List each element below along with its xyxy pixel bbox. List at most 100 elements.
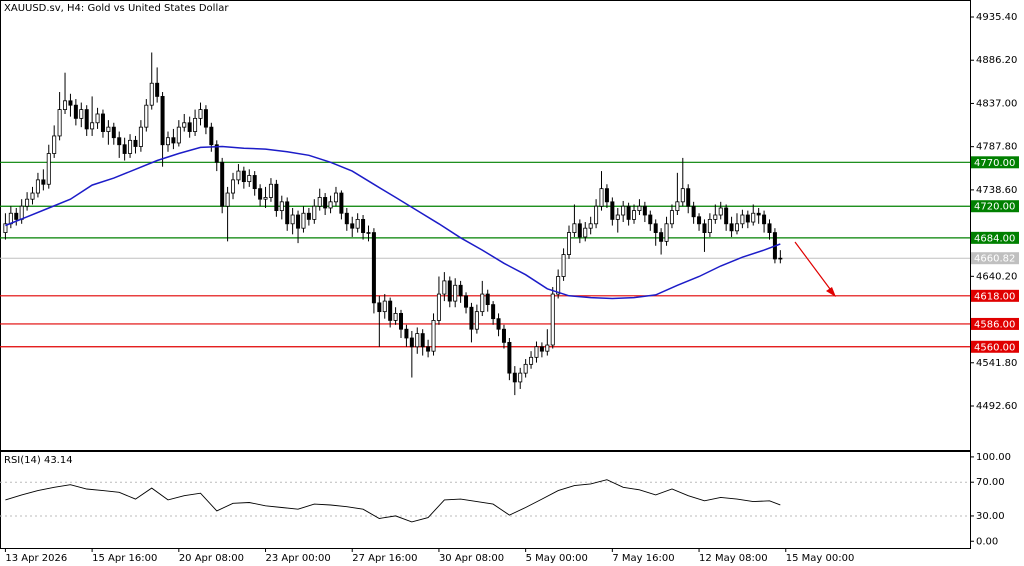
candle-body bbox=[122, 144, 127, 154]
candle-body bbox=[561, 254, 566, 277]
candle-body bbox=[523, 363, 528, 374]
candle-body bbox=[165, 137, 170, 146]
x-tick-label: 13 Apr 2026 bbox=[5, 553, 67, 564]
candle-body bbox=[290, 214, 295, 225]
candle-body bbox=[447, 280, 452, 302]
rsi-title: RSI(14) 43.14 bbox=[4, 455, 73, 466]
candle-body bbox=[133, 139, 138, 147]
candle-body bbox=[95, 113, 100, 124]
candle-body bbox=[583, 227, 588, 238]
candle-body bbox=[550, 293, 555, 346]
candle-body bbox=[680, 188, 685, 203]
candle-body bbox=[442, 280, 447, 295]
candle-body bbox=[512, 372, 517, 383]
candle-body bbox=[431, 320, 436, 352]
level-label: 4560.00 bbox=[974, 342, 1015, 353]
level-label-box bbox=[971, 200, 1019, 213]
y-tick-label: 4492.60 bbox=[976, 401, 1017, 412]
candle-body bbox=[52, 135, 57, 154]
candle-body bbox=[236, 170, 241, 181]
candle-body bbox=[144, 104, 149, 128]
candle-body bbox=[745, 214, 750, 223]
candle-body bbox=[588, 223, 593, 229]
candle-body bbox=[106, 126, 111, 132]
rsi-tick-label: 70.00 bbox=[976, 477, 1005, 488]
candle-body bbox=[73, 104, 78, 119]
candle-body bbox=[100, 113, 105, 132]
candle-body bbox=[491, 304, 496, 320]
candle-body bbox=[669, 210, 674, 225]
level-label: 4586.00 bbox=[974, 319, 1015, 330]
candle-body bbox=[220, 161, 225, 207]
candle-body bbox=[458, 284, 463, 297]
candle-body bbox=[371, 232, 376, 304]
candle-body bbox=[507, 341, 512, 374]
candle-body bbox=[632, 210, 637, 220]
candle-body bbox=[209, 126, 214, 146]
candle-body bbox=[377, 302, 382, 313]
candle-body bbox=[84, 109, 89, 130]
candle-body bbox=[41, 179, 46, 185]
x-tick-label: 27 Apr 16:00 bbox=[352, 553, 417, 564]
last-price-label: 4660.82 bbox=[974, 254, 1015, 265]
candle-body bbox=[496, 318, 501, 330]
candle-body bbox=[317, 197, 322, 207]
candle-body bbox=[344, 212, 349, 225]
candle-body bbox=[686, 188, 691, 207]
candle-body bbox=[252, 175, 257, 190]
level-label: 4618.00 bbox=[974, 291, 1015, 302]
x-tick-label: 23 Apr 00:00 bbox=[266, 553, 331, 564]
x-tick-label: 30 Apr 08:00 bbox=[439, 553, 504, 564]
candle-body bbox=[328, 201, 333, 209]
candle-body bbox=[274, 183, 279, 212]
rsi-tick-label: 0.00 bbox=[976, 536, 998, 547]
chart-title: XAUUSD.sv, H4: Gold vs United States Dol… bbox=[4, 3, 229, 14]
candle-body bbox=[355, 218, 360, 229]
candle-body bbox=[231, 179, 236, 194]
candle-body bbox=[361, 218, 366, 233]
candle-body bbox=[485, 293, 490, 306]
candle-body bbox=[19, 205, 24, 220]
rsi-pane: 100.00 70.00 30.00 0.00 bbox=[0, 452, 1011, 547]
candle-body bbox=[30, 192, 35, 200]
candle-body bbox=[285, 201, 290, 225]
candle-body bbox=[63, 100, 68, 110]
candle-body bbox=[25, 198, 30, 207]
candle-body bbox=[214, 144, 219, 163]
level-label-box bbox=[971, 289, 1019, 302]
candle-body bbox=[556, 276, 561, 295]
candle-body bbox=[182, 122, 187, 128]
candle-body bbox=[648, 214, 653, 225]
candle-body bbox=[138, 126, 143, 147]
candle-body bbox=[718, 207, 723, 216]
candle-body bbox=[117, 137, 122, 146]
level-label: 4720.00 bbox=[974, 202, 1015, 213]
x-tick-label: 15 Apr 16:00 bbox=[92, 553, 157, 564]
x-tick-label: 20 Apr 08:00 bbox=[179, 553, 244, 564]
candle-body bbox=[409, 337, 414, 348]
candle-body bbox=[35, 179, 40, 194]
candle-body bbox=[46, 153, 51, 185]
candle-body bbox=[393, 312, 398, 321]
candle-body bbox=[90, 122, 95, 130]
candle-body bbox=[697, 216, 702, 225]
level-label-box bbox=[971, 317, 1019, 330]
candle-body bbox=[333, 192, 338, 203]
candle-body bbox=[415, 333, 420, 348]
forecast-arrow bbox=[794, 241, 834, 294]
candle-body bbox=[545, 344, 550, 352]
candle-body bbox=[572, 223, 577, 233]
candle-body bbox=[707, 218, 712, 233]
candle-body bbox=[128, 139, 133, 154]
rsi-tick-label: 30.00 bbox=[976, 511, 1005, 522]
rsi-frame bbox=[0, 451, 971, 549]
candle-body bbox=[724, 207, 729, 225]
candle-body bbox=[57, 109, 62, 137]
candle-body bbox=[474, 311, 479, 330]
candle-body bbox=[469, 306, 474, 330]
level-label-box bbox=[971, 231, 1019, 244]
candle-body bbox=[659, 232, 664, 242]
candle-body bbox=[637, 205, 642, 212]
candle-body bbox=[691, 205, 696, 218]
